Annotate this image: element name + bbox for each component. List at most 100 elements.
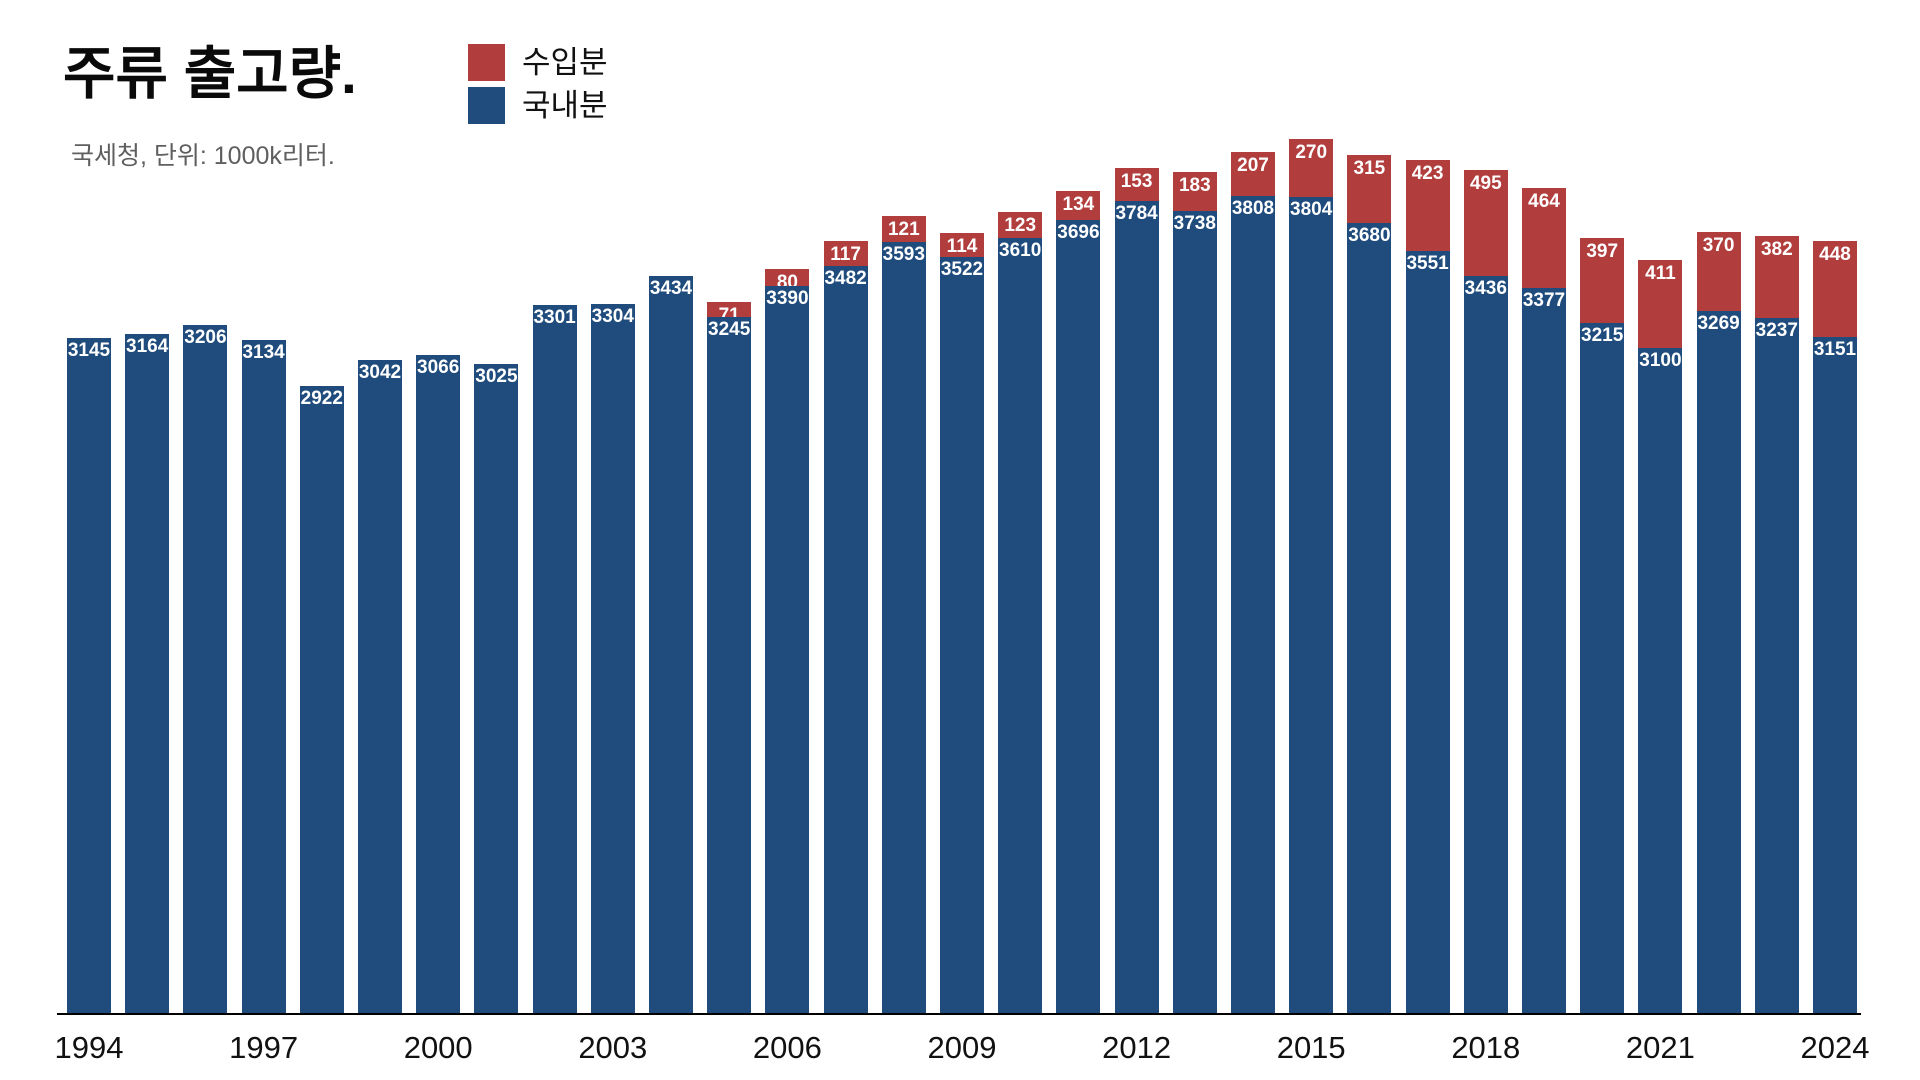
bar-2007-imported-value: 117 [830,244,861,265]
bar-2008-imported-value: 121 [887,219,920,240]
bar-2018-imported-segment: 495 [1463,170,1508,276]
x-tick-2015: 2015 [1276,1030,1346,1065]
bar-2008-domestic-value: 3593 [882,244,925,265]
bar-2018-domestic-segment: 3436 [1463,276,1508,1013]
bar-2010-domestic-value: 3610 [999,240,1042,261]
bar-2005-domestic-segment: 3245 [707,317,752,1013]
bar-2016-imported-segment: 315 [1347,155,1392,223]
bar-2018-imported-value: 495 [1469,173,1502,194]
bar-2000-domestic-value: 3066 [417,357,460,378]
bar-2014-domestic-value: 3808 [1231,198,1275,219]
bar-2006-domestic-value: 3390 [766,288,809,309]
bar-1998-domestic-segment: 2922 [299,386,344,1013]
bar-2014-domestic-segment: 3808 [1231,196,1275,1013]
bar-2007-domestic-segment: 3482 [823,266,868,1013]
x-tick-2000: 2000 [403,1030,473,1065]
x-tick-2003: 2003 [578,1030,648,1065]
bar-2024-imported-segment: 448 [1813,241,1857,337]
bar-2006-imported-value: 80 [776,272,798,286]
bar-1994-domestic-segment: 3145 [67,338,111,1013]
bar-2024-domestic-value: 3151 [1813,339,1857,360]
legend-swatch-imported-icon [468,44,505,81]
bar-2020-domestic-segment: 3215 [1580,323,1625,1013]
bar-2009-domestic-value: 3522 [940,259,984,280]
bar-2024-imported-value: 448 [1819,244,1851,265]
bar-2005-imported-value: 71 [718,305,740,317]
bar-2019-domestic-value: 3377 [1522,290,1566,311]
bar-2003-domestic-value: 3304 [591,306,634,327]
bar-2024-domestic-segment: 3151 [1813,337,1857,1013]
x-tick-2006: 2006 [752,1030,822,1065]
chart-title: 주류 출고량. [63,42,357,106]
bar-2004-domestic-value: 3434 [649,278,693,299]
bar-2014-imported-segment: 207 [1231,152,1275,196]
bar-1994-domestic-value: 3145 [67,340,111,361]
x-tick-2024: 2024 [1800,1030,1870,1065]
bar-2022-imported-value: 370 [1702,235,1735,256]
bar-2010-imported-segment: 123 [998,212,1043,238]
x-axis-line [57,1013,1861,1015]
bar-1997-domestic-value: 3134 [242,342,285,363]
legend-item-imported: 수입분 [468,44,608,81]
bar-2019-imported-value: 464 [1528,191,1560,212]
bar-2006-imported-segment: 80 [765,269,810,286]
bar-2008-domestic-segment: 3593 [881,242,926,1013]
chart-subtitle: 국세청, 단위: 1000k리터. [71,142,335,170]
bar-1995-domestic-segment: 3164 [125,334,170,1013]
bar-2013-imported-segment: 183 [1172,172,1217,211]
bar-1997-domestic-segment: 3134 [241,340,286,1013]
bar-2005-imported-segment: 71 [707,302,752,317]
bar-2011-imported-segment: 134 [1056,191,1101,220]
bar-2023-domestic-value: 3237 [1755,320,1798,341]
x-tick-2018: 2018 [1451,1030,1521,1065]
bar-1999-domestic-segment: 3042 [358,360,402,1013]
legend-label-imported: 수입분 [522,45,608,80]
bar-2012-domestic-value: 3784 [1115,203,1158,224]
bar-2012-imported-value: 153 [1120,171,1153,192]
bar-2002-domestic-segment: 3301 [532,305,577,1013]
bar-2004-domestic-segment: 3434 [649,276,693,1013]
x-tick-1997: 1997 [229,1030,299,1065]
bar-2022-domestic-segment: 3269 [1696,311,1741,1013]
bar-2013-imported-value: 183 [1178,175,1211,196]
bar-2020-imported-segment: 397 [1580,238,1625,323]
bar-2017-domestic-segment: 3551 [1405,251,1450,1013]
bar-2023-imported-segment: 382 [1754,236,1799,318]
legend-item-domestic: 국내분 [468,87,608,124]
bar-2009-imported-segment: 114 [940,233,984,257]
x-tick-1994: 1994 [54,1030,124,1065]
bar-2013-domestic-value: 3738 [1173,213,1216,234]
bar-2017-imported-value: 423 [1411,163,1444,184]
bar-2000-domestic-segment: 3066 [416,355,461,1013]
bar-2007-imported-segment: 117 [823,241,868,266]
bar-2016-domestic-value: 3680 [1348,225,1391,246]
bar-2023-domestic-segment: 3237 [1754,318,1799,1013]
bar-2017-imported-segment: 423 [1405,160,1450,251]
legend-swatch-domestic-icon [468,87,505,124]
legend-label-domestic: 국내분 [522,88,608,123]
bar-2015-domestic-segment: 3804 [1289,197,1334,1013]
bar-2021-imported-value: 411 [1645,263,1676,284]
bar-2010-domestic-segment: 3610 [998,238,1043,1013]
legend: 수입분 국내분 [468,44,608,130]
bar-2015-domestic-value: 3804 [1290,199,1333,220]
bar-2021-imported-segment: 411 [1638,260,1683,348]
bar-2013-domestic-segment: 3738 [1172,211,1217,1013]
bar-2012-imported-segment: 153 [1114,168,1159,201]
bar-2022-imported-segment: 370 [1696,232,1741,311]
bar-1995-domestic-value: 3164 [126,336,169,357]
bar-2009-imported-value: 114 [946,236,978,257]
bar-1996-domestic-value: 3206 [184,327,227,348]
bar-2014-imported-value: 207 [1237,155,1269,176]
x-tick-2012: 2012 [1102,1030,1172,1065]
bar-2016-domestic-segment: 3680 [1347,223,1392,1013]
x-tick-2009: 2009 [927,1030,997,1065]
bar-2023-imported-value: 382 [1760,239,1793,260]
bar-2007-domestic-value: 3482 [824,268,867,289]
bar-2019-imported-segment: 464 [1522,188,1566,288]
bar-2002-domestic-value: 3301 [533,307,576,328]
bar-2003-domestic-segment: 3304 [590,304,635,1013]
bar-2008-imported-segment: 121 [881,216,926,242]
